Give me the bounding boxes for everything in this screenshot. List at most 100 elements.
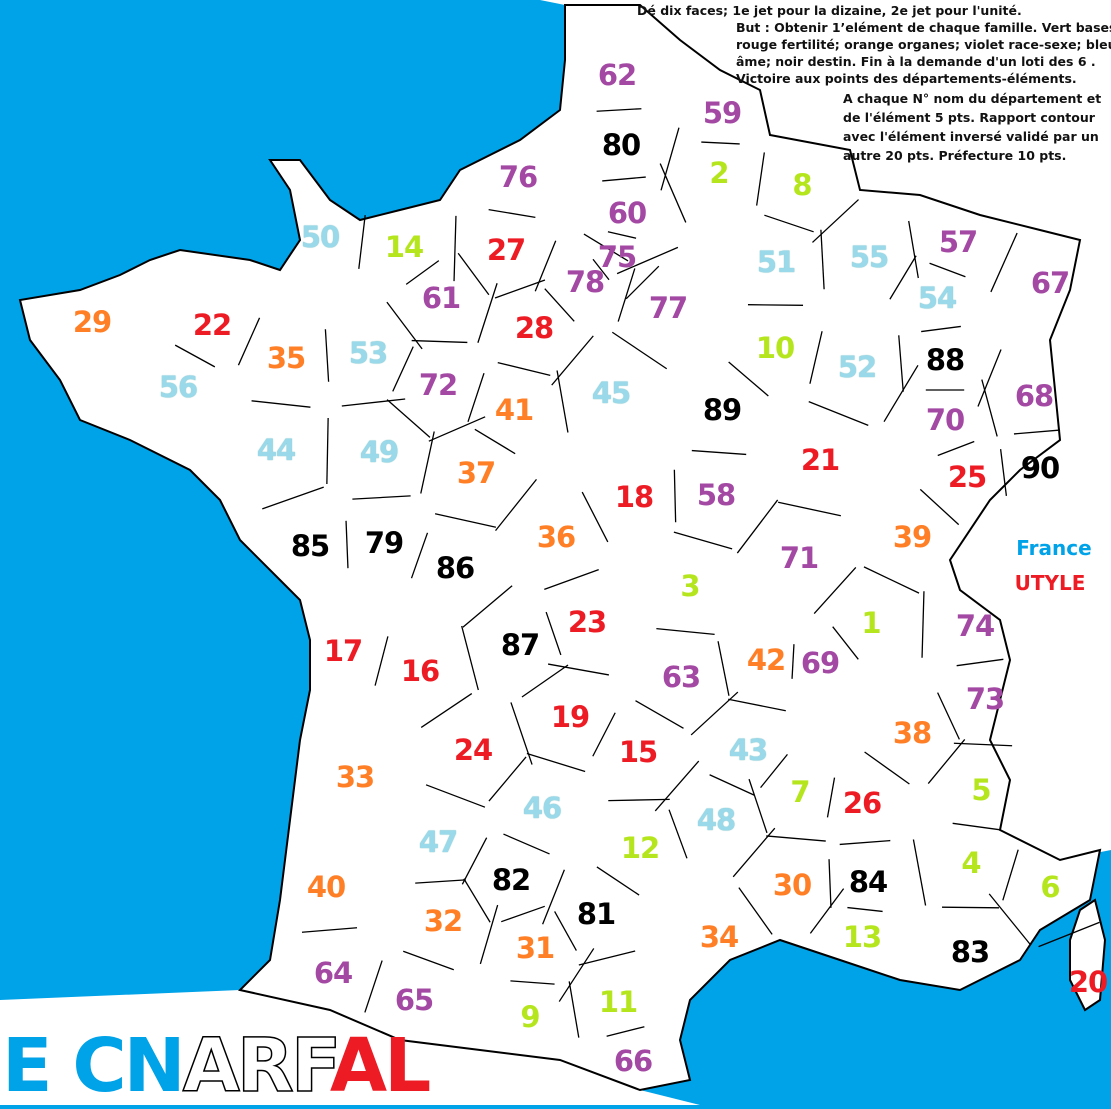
department-border	[434, 513, 497, 528]
department-label-68: 68	[1014, 379, 1054, 413]
department-border	[411, 339, 468, 344]
department-border	[659, 163, 687, 223]
department-label-46: 46	[522, 791, 562, 825]
department-border	[921, 325, 961, 333]
department-border	[547, 663, 610, 676]
department-border	[607, 231, 637, 239]
department-label-43: 43	[728, 733, 768, 767]
department-border	[420, 693, 473, 728]
department-label-62: 62	[597, 58, 637, 92]
department-label-22: 22	[192, 308, 232, 342]
department-border	[521, 664, 569, 698]
department-label-27: 27	[486, 233, 526, 267]
department-label-14: 14	[384, 230, 424, 264]
logo-ecnarfal: E CNARFAL	[2, 1022, 431, 1109]
rules-points: A chaque N° nom du département et de l'é…	[843, 89, 1101, 165]
department-border	[927, 739, 966, 784]
department-label-37: 37	[456, 456, 496, 490]
department-label-80: 80	[601, 128, 641, 162]
rules-text: A chaque N° nom du département et	[843, 91, 1102, 106]
department-border	[544, 568, 599, 591]
department-border	[461, 837, 488, 885]
department-border	[690, 691, 739, 736]
department-border	[358, 215, 366, 269]
department-border	[709, 774, 755, 796]
department-label-42: 42	[746, 643, 786, 677]
department-border	[791, 644, 795, 679]
department-border	[495, 478, 537, 532]
department-label-53: 53	[348, 336, 388, 370]
department-label-17: 17	[323, 634, 363, 668]
department-label-39: 39	[892, 520, 932, 554]
department-label-90: 90	[1020, 451, 1060, 485]
department-border	[488, 756, 527, 802]
department-border	[625, 265, 660, 300]
department-border	[883, 365, 919, 422]
department-border	[756, 152, 765, 206]
department-border	[732, 827, 776, 878]
department-label-84: 84	[848, 865, 888, 899]
department-border	[477, 283, 498, 343]
department-label-9: 9	[520, 1000, 540, 1034]
department-label-3: 3	[680, 569, 700, 603]
department-border	[668, 809, 688, 859]
department-border	[988, 893, 1032, 946]
department-label-45: 45	[591, 376, 631, 410]
department-label-88: 88	[925, 343, 965, 377]
department-label-32: 32	[423, 904, 463, 938]
department-border	[1038, 921, 1100, 948]
department-border	[467, 372, 485, 423]
department-border	[736, 499, 779, 554]
department-border	[592, 712, 616, 757]
department-border	[345, 520, 349, 569]
logo-part: E	[2, 1023, 73, 1109]
department-label-47: 47	[418, 825, 458, 859]
department-border	[534, 240, 557, 292]
department-border	[544, 288, 575, 322]
department-border	[453, 215, 457, 282]
department-border	[826, 777, 836, 818]
department-border	[237, 317, 261, 366]
department-border	[673, 531, 733, 550]
department-border	[738, 887, 773, 935]
france-mainland	[18, 4, 1102, 1092]
department-border	[596, 866, 640, 896]
department-border	[352, 495, 411, 500]
department-border	[728, 698, 786, 712]
department-border	[999, 449, 1008, 496]
department-label-54: 54	[917, 281, 957, 315]
department-label-50: 50	[300, 220, 340, 254]
department-border	[392, 346, 414, 392]
department-border	[251, 400, 311, 408]
department-borders	[174, 108, 1100, 1038]
legend-utyle: UTYLE	[1014, 571, 1086, 595]
department-border	[602, 176, 646, 182]
department-label-63: 63	[661, 660, 701, 694]
department-border	[847, 906, 883, 913]
department-border	[592, 258, 610, 281]
department-border	[717, 641, 730, 696]
department-label-78: 78	[565, 265, 605, 299]
department-border	[558, 948, 595, 1002]
department-border	[864, 751, 910, 785]
department-border	[921, 591, 925, 658]
department-label-31: 31	[515, 931, 555, 965]
department-label-20: 20	[1068, 965, 1108, 999]
department-label-87: 87	[500, 628, 540, 662]
department-border	[1013, 429, 1061, 435]
department-label-74: 74	[955, 609, 995, 643]
logo-part: AL	[329, 1023, 431, 1109]
department-border	[820, 229, 825, 290]
department-label-28: 28	[514, 311, 554, 345]
department-border	[691, 449, 747, 456]
department-border	[554, 911, 577, 951]
department-border	[701, 141, 740, 145]
department-border	[578, 950, 636, 966]
department-border	[912, 839, 927, 906]
department-border	[462, 585, 513, 628]
department-label-66: 66	[613, 1044, 653, 1078]
department-label-58: 58	[696, 478, 736, 512]
department-label-19: 19	[550, 700, 590, 734]
department-border	[908, 220, 919, 279]
department-border	[760, 753, 788, 789]
